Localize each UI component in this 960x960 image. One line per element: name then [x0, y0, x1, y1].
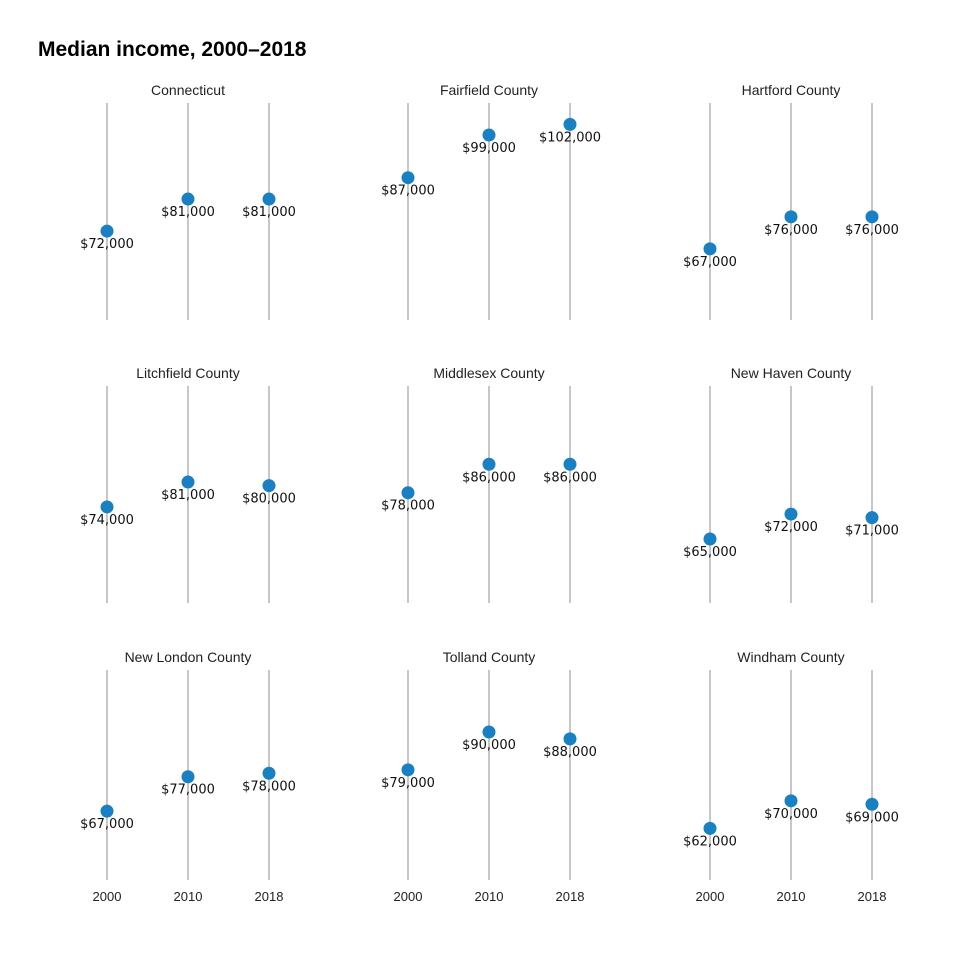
data-point — [401, 486, 415, 500]
data-point — [865, 210, 879, 224]
data-point — [100, 804, 114, 818]
data-label: $78,000 — [242, 779, 296, 794]
panel: Connecticut $72,000 $81,000 $81,000 — [80, 82, 296, 320]
panel-title: New Haven County — [731, 365, 852, 381]
data-label: $67,000 — [80, 817, 134, 832]
data-label: $90,000 — [462, 738, 516, 753]
data-label: $65,000 — [683, 545, 737, 560]
panel-title: Windham County — [737, 649, 844, 665]
data-point — [482, 457, 496, 471]
x-tick-label: 2018 — [255, 889, 284, 904]
data-point — [100, 500, 114, 514]
data-point — [482, 128, 496, 142]
panel-title: Fairfield County — [440, 82, 538, 98]
x-tick-label: 2010 — [777, 889, 806, 904]
data-label: $70,000 — [764, 807, 818, 822]
data-label: $86,000 — [462, 470, 516, 485]
panel-title: Litchfield County — [136, 365, 240, 381]
data-point — [563, 457, 577, 471]
data-point — [784, 794, 798, 808]
data-label: $81,000 — [161, 205, 215, 220]
x-tick-label: 2018 — [556, 889, 585, 904]
panel-title: Middlesex County — [433, 365, 544, 381]
data-point — [401, 171, 415, 185]
data-label: $86,000 — [543, 470, 597, 485]
data-point — [703, 821, 717, 835]
data-label: $72,000 — [764, 520, 818, 535]
data-point — [262, 766, 276, 780]
data-label: $77,000 — [161, 783, 215, 798]
data-point — [865, 511, 879, 525]
data-label: $81,000 — [242, 205, 296, 220]
data-label: $72,000 — [80, 237, 134, 252]
panel: New London County $67,000 $77,000 $78,000 20… — [80, 649, 296, 904]
data-point — [181, 192, 195, 206]
data-point — [482, 725, 496, 739]
chart-title: Median income, 2000–2018 — [38, 38, 307, 61]
data-label: $76,000 — [764, 223, 818, 238]
panel: Tolland County $79,000 $90,000 $88,000 2000 2… — [381, 649, 597, 904]
panel: Windham County $62,000 $70,000 $69,000 2000 2… — [683, 649, 899, 904]
data-point — [784, 507, 798, 521]
panel: Fairfield County $87,000 $99,000 $102,000 — [381, 82, 601, 320]
data-label: $69,000 — [845, 810, 899, 825]
data-label: $99,000 — [462, 141, 516, 156]
data-label: $78,000 — [381, 499, 435, 514]
data-label: $79,000 — [381, 776, 435, 791]
panel: Hartford County $67,000 $76,000 $76,000 — [683, 82, 899, 320]
data-point — [563, 117, 577, 131]
data-label: $71,000 — [845, 524, 899, 539]
data-label: $76,000 — [845, 223, 899, 238]
panel: Middlesex County $78,000 $86,000 $86,000 — [381, 365, 597, 603]
data-point — [181, 770, 195, 784]
data-label: $87,000 — [381, 184, 435, 199]
data-label: $62,000 — [683, 834, 737, 849]
x-tick-label: 2000 — [394, 889, 423, 904]
x-tick-label: 2010 — [174, 889, 203, 904]
data-label: $81,000 — [161, 488, 215, 503]
data-label: $88,000 — [543, 745, 597, 760]
data-point — [703, 242, 717, 256]
x-tick-label: 2000 — [93, 889, 122, 904]
data-label: $80,000 — [242, 492, 296, 507]
x-tick-label: 2010 — [475, 889, 504, 904]
data-point — [703, 532, 717, 546]
panels-grid: Connecticut $72,000 $81,000 $81,000 Fairfiel… — [80, 82, 899, 904]
panel: New Haven County $65,000 $72,000 $71,000 — [683, 365, 899, 603]
data-point — [401, 763, 415, 777]
data-label: $74,000 — [80, 513, 134, 528]
data-point — [262, 192, 276, 206]
data-point — [181, 475, 195, 489]
panel-title: Connecticut — [151, 82, 225, 98]
data-point — [262, 479, 276, 493]
panel-title: Hartford County — [742, 82, 841, 98]
data-label: $102,000 — [539, 130, 601, 145]
panel-title: Tolland County — [443, 649, 536, 665]
x-tick-label: 2018 — [858, 889, 887, 904]
panel-title: New London County — [125, 649, 252, 665]
data-point — [100, 224, 114, 238]
data-label: $67,000 — [683, 255, 737, 270]
x-tick-label: 2000 — [696, 889, 725, 904]
panel: Litchfield County $74,000 $81,000 $80,000 — [80, 365, 296, 603]
data-point — [784, 210, 798, 224]
data-point — [563, 732, 577, 746]
data-point — [865, 797, 879, 811]
